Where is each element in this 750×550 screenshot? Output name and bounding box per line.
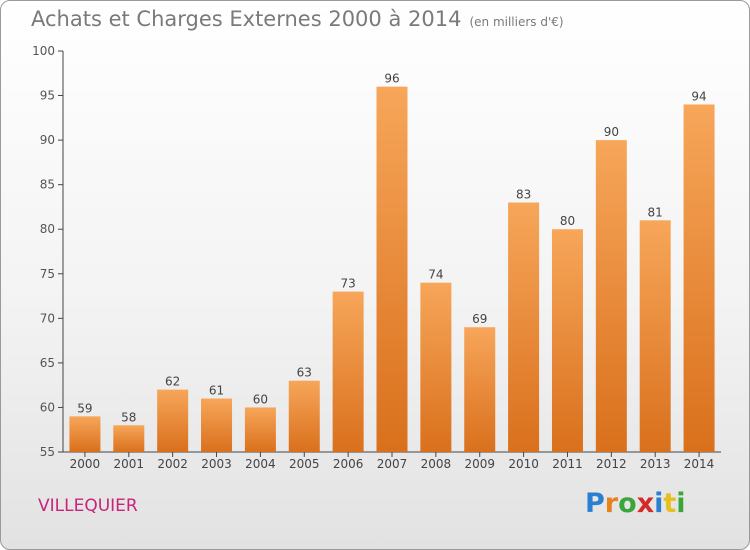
bar-value-label: 62 xyxy=(165,375,180,389)
bar xyxy=(244,407,276,452)
bar xyxy=(332,291,364,452)
chart-title: Achats et Charges Externes 2000 à 2014 (e… xyxy=(31,7,564,31)
bar-value-label: 83 xyxy=(516,187,531,201)
x-tick-label: 2013 xyxy=(640,457,671,471)
bar-value-label: 94 xyxy=(691,89,706,103)
y-tick-label: 55 xyxy=(40,445,55,459)
x-tick-label: 2011 xyxy=(552,457,583,471)
bar-value-label: 58 xyxy=(121,410,136,424)
x-tick-label: 2007 xyxy=(377,457,408,471)
x-tick-label: 2006 xyxy=(333,457,364,471)
bar-value-label: 60 xyxy=(253,392,268,406)
x-tick-label: 2004 xyxy=(245,457,276,471)
city-name: VILLEQUIER xyxy=(38,496,138,516)
y-tick-label: 75 xyxy=(40,267,55,281)
y-tick-label: 85 xyxy=(40,178,55,192)
y-tick-label: 90 xyxy=(40,133,55,147)
bar-value-label: 80 xyxy=(560,214,575,228)
bar-value-label: 96 xyxy=(384,72,399,86)
y-tick-label: 80 xyxy=(40,222,55,236)
x-tick-label: 2000 xyxy=(70,457,101,471)
bar-value-label: 69 xyxy=(472,312,487,326)
chart-x-ticks: 2000 2001 2002 2003 2004 2005 2006 2007 2008 2009… xyxy=(70,452,715,471)
bar-value-label: 61 xyxy=(209,384,224,398)
bar-value-label: 74 xyxy=(428,268,443,282)
logo-letter: r xyxy=(604,488,619,519)
x-tick-label: 2003 xyxy=(201,457,232,471)
bar xyxy=(420,282,452,452)
y-tick-label: 95 xyxy=(40,89,55,103)
logo-letter: i xyxy=(654,488,664,519)
x-tick-label: 2014 xyxy=(684,457,715,471)
bar xyxy=(69,416,101,452)
bar xyxy=(376,86,408,453)
chart-subtitle: (en milliers d'€) xyxy=(469,15,564,29)
x-tick-label: 2008 xyxy=(421,457,452,471)
x-tick-label: 2002 xyxy=(157,457,188,471)
logo-letter: o xyxy=(618,488,637,519)
chart-bars xyxy=(69,86,715,453)
logo-letter: i xyxy=(676,488,686,519)
x-tick-label: 2005 xyxy=(289,457,320,471)
x-tick-label: 2001 xyxy=(114,457,145,471)
bar-value-label: 81 xyxy=(648,205,663,219)
proxiti-logo: Proxiti xyxy=(585,488,686,519)
bar xyxy=(683,104,715,452)
bar xyxy=(157,389,189,452)
chart-title-text: Achats et Charges Externes 2000 à 2014 xyxy=(31,7,462,31)
bar xyxy=(201,398,233,452)
chart-y-ticks: 55 60 65 70 75 80 85 90 95 100 xyxy=(32,44,63,459)
y-tick-label: 100 xyxy=(32,44,55,58)
logo-letter: P xyxy=(585,488,605,519)
bar-value-label: 59 xyxy=(77,401,92,415)
y-tick-label: 70 xyxy=(40,311,55,325)
bar xyxy=(288,380,320,452)
bar xyxy=(551,229,583,452)
bar xyxy=(595,140,627,452)
bar xyxy=(639,220,671,452)
bar-value-label: 73 xyxy=(340,277,355,291)
bar xyxy=(508,202,540,452)
logo-letter: x xyxy=(636,488,655,519)
chart-data-labels: 59 58 62 61 60 63 73 96 74 69 83 80 90 81 94 xyxy=(77,72,706,425)
bar xyxy=(113,425,145,452)
x-tick-label: 2012 xyxy=(596,457,627,471)
x-tick-label: 2010 xyxy=(508,457,539,471)
bar-value-label: 90 xyxy=(604,125,619,139)
bar xyxy=(464,327,496,452)
logo-letter: t xyxy=(663,488,677,519)
bar-value-label: 63 xyxy=(297,366,312,380)
y-tick-label: 60 xyxy=(40,400,55,414)
x-tick-label: 2009 xyxy=(464,457,495,471)
y-tick-label: 65 xyxy=(40,356,55,370)
